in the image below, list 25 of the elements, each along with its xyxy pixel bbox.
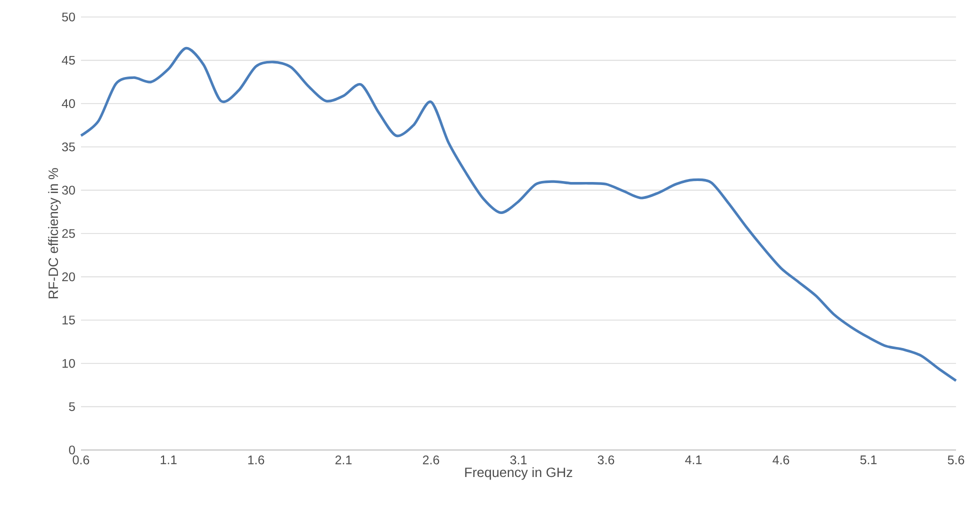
x-tick-label: 3.6 xyxy=(598,456,614,464)
x-tick-label: 4.6 xyxy=(772,456,790,464)
y-tick-label: 40 xyxy=(62,99,75,108)
y-tick-label: 10 xyxy=(62,358,75,368)
y-tick-label: 35 xyxy=(62,142,75,152)
y-tick-label: 25 xyxy=(62,229,75,238)
y-tick-label: 20 xyxy=(62,272,75,282)
x-axis-title: Frequency in GHz xyxy=(465,467,572,480)
y-tick-label: 5 xyxy=(69,402,75,412)
y-tick-label: 45 xyxy=(62,56,75,65)
y-tick-label: 15 xyxy=(62,316,75,324)
x-tick-label: 3.1 xyxy=(510,456,527,464)
x-tick-label: 2.1 xyxy=(335,456,352,464)
x-tick-label: 2.6 xyxy=(422,456,440,464)
x-tick-label: 0.6 xyxy=(72,456,90,464)
y-tick-label: 30 xyxy=(62,186,75,195)
x-tick-label: 1.1 xyxy=(160,456,177,464)
x-tick-label: 5.6 xyxy=(948,456,964,464)
y-tick-label: 50 xyxy=(62,12,75,22)
x-tick-label: 5.1 xyxy=(860,456,877,464)
line-series xyxy=(80,46,958,382)
x-tick-label: 1.6 xyxy=(248,456,264,464)
y-axis-title: RF-DC efficiency in % xyxy=(48,168,61,298)
x-tick-label: 4.1 xyxy=(685,456,702,464)
y-tick-label: 0 xyxy=(69,446,75,454)
